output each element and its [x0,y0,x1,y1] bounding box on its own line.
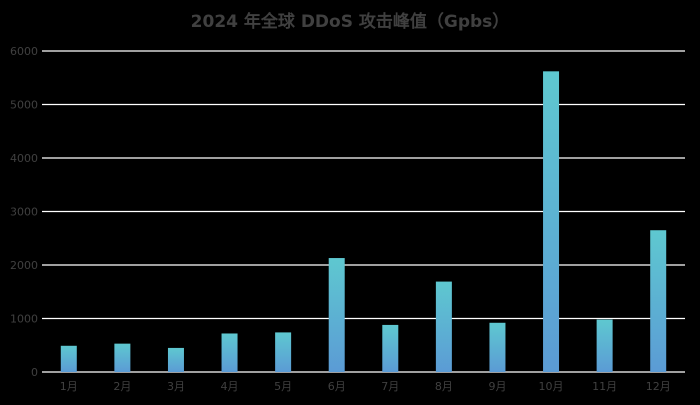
y-tick-label: 5000 [10,99,38,112]
bar-8 [435,281,452,372]
chart-title: 2024 年全球 DDoS 攻击峰值（Gpbs） [191,11,510,32]
bar-1 [60,345,77,372]
x-tick-label: 12月 [646,380,671,393]
y-tick-label: 0 [31,366,38,379]
bar-12 [650,230,667,372]
x-tick-label: 9月 [488,380,506,393]
bar-5 [275,332,292,372]
bars [60,71,667,372]
x-tick-label: 10月 [539,380,564,393]
bar-4 [221,333,238,372]
bar-3 [167,347,184,372]
y-axis-ticks: 0 1000 2000 3000 4000 5000 6000 [10,45,38,379]
x-tick-label: 8月 [435,380,453,393]
x-tick-label: 2月 [113,380,131,393]
y-tick-label: 6000 [10,45,38,58]
x-tick-label: 11月 [592,380,617,393]
bar-7 [382,324,399,372]
bar-10 [543,71,560,372]
x-tick-label: 6月 [328,380,346,393]
y-tick-label: 4000 [10,152,38,165]
y-tick-label: 2000 [10,259,38,272]
x-axis-ticks: 1月 2月 3月 4月 5月 6月 7月 8月 9月 10月 11月 12月 [60,380,671,393]
y-tick-label: 3000 [10,206,38,219]
x-tick-label: 5月 [274,380,292,393]
bar-9 [489,322,506,372]
x-tick-label: 3月 [167,380,185,393]
x-tick-label: 7月 [381,380,399,393]
grid-lines [42,50,685,373]
bar-2 [114,343,131,372]
bar-6 [328,258,345,372]
x-tick-label: 1月 [60,380,78,393]
x-tick-label: 4月 [221,380,239,393]
y-tick-label: 1000 [10,313,38,326]
bar-11 [596,319,613,372]
